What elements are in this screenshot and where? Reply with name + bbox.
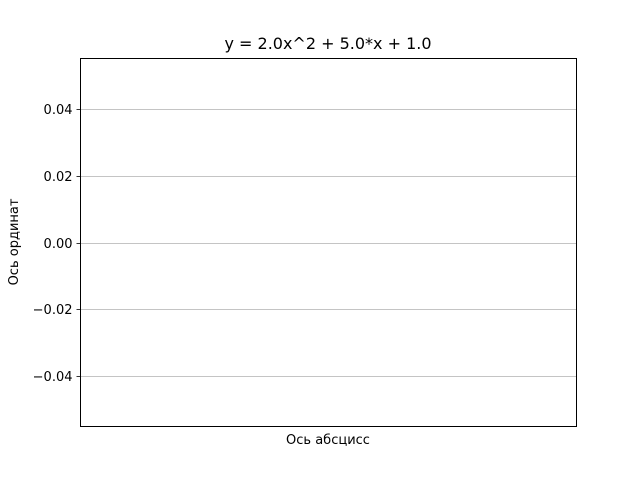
chart-title: y = 2.0x^2 + 5.0*x + 1.0: [224, 34, 431, 53]
y-tick-label: −0.04: [33, 370, 73, 385]
x-axis-label: Ось абсцисс: [286, 433, 370, 448]
y-tick-label: 0.02: [44, 170, 73, 185]
grid-layer: [80, 109, 577, 377]
plot-area-frame: [80, 58, 577, 427]
y-tick-label: 0.00: [44, 237, 73, 252]
y-tick-label: 0.04: [44, 103, 73, 118]
y-tick-label: −0.02: [33, 303, 73, 318]
y-axis-ticks: −0.04 −0.02 0.00 0.02 0.04: [33, 103, 81, 385]
y-axis-label: Ось ординат: [7, 198, 22, 285]
